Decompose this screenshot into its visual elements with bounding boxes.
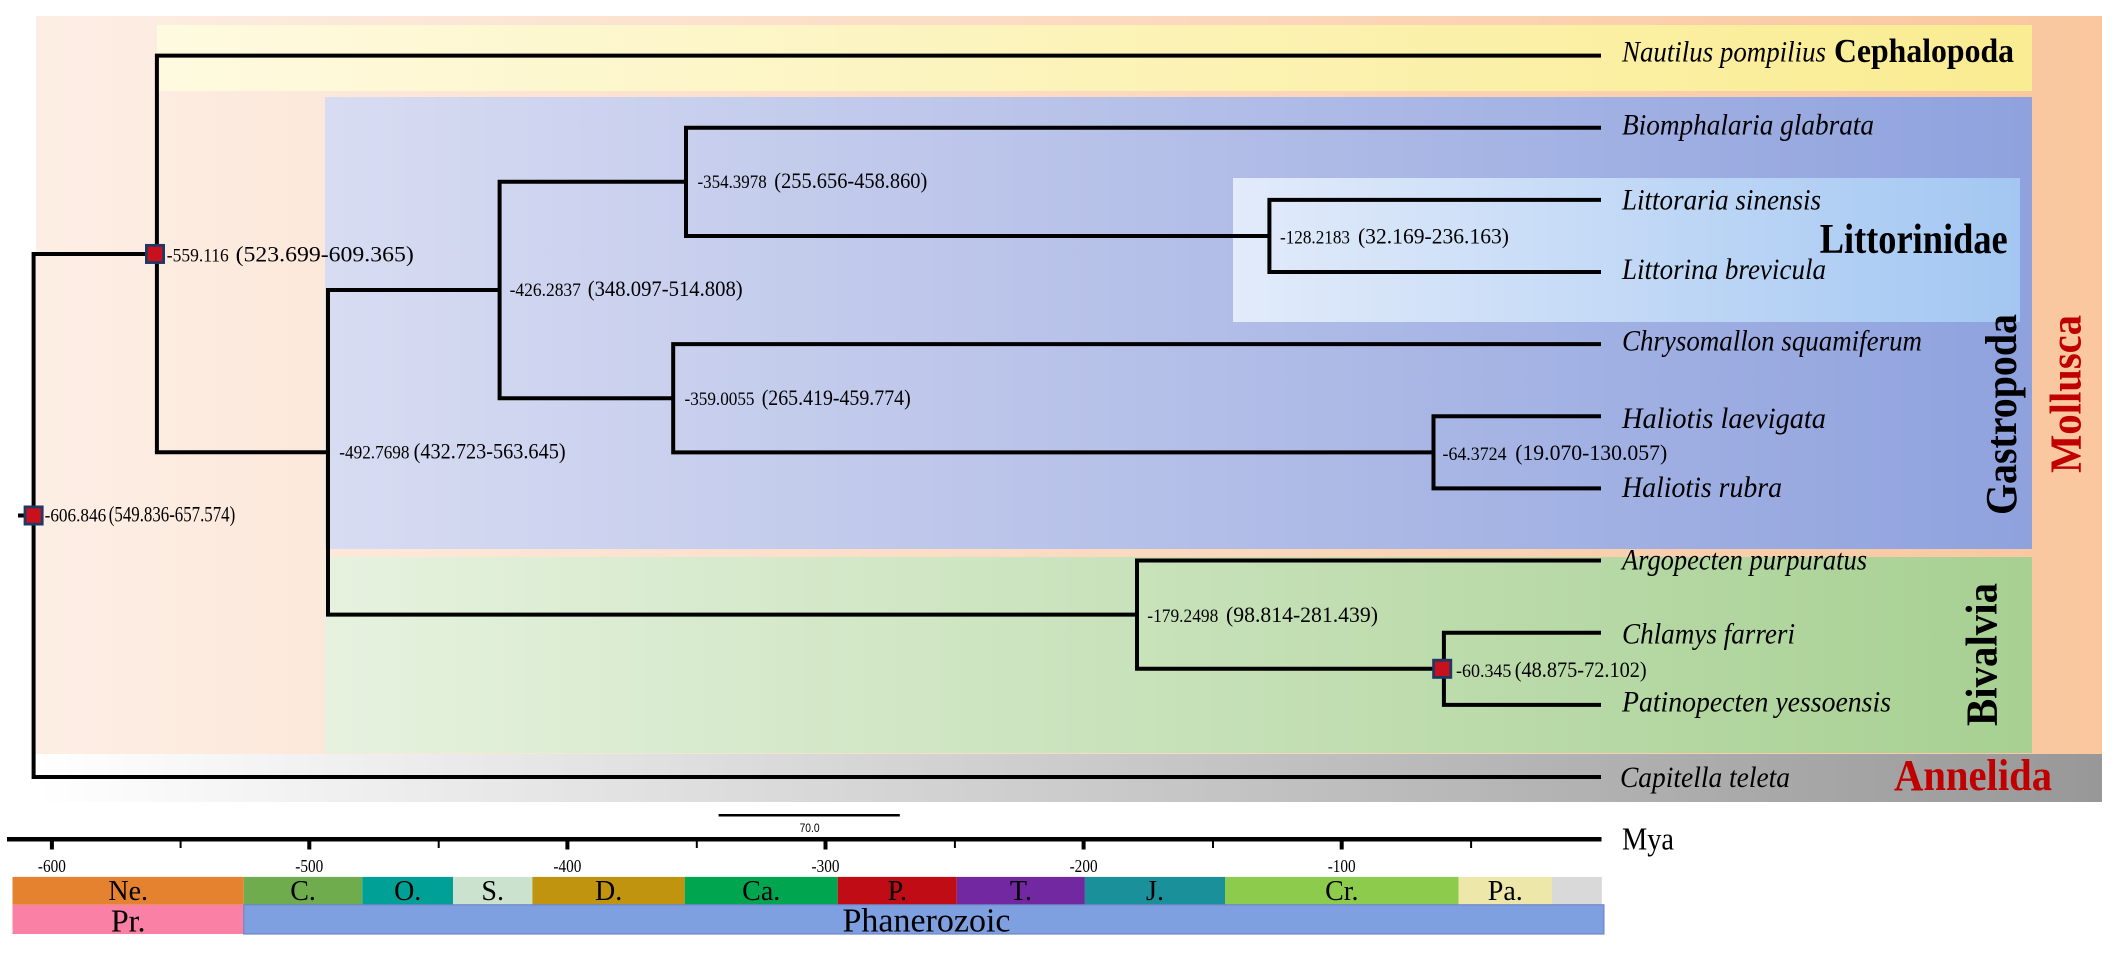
svg-text:-60.345: -60.345 — [1456, 661, 1511, 682]
svg-text:Littorinidae: Littorinidae — [1820, 217, 2008, 263]
svg-text:70.0: 70.0 — [800, 821, 820, 835]
svg-text:-64.3724: -64.3724 — [1443, 444, 1507, 465]
svg-text:S.: S. — [481, 876, 504, 907]
svg-text:-200: -200 — [1070, 856, 1098, 876]
svg-text:(549.836-657.574): (549.836-657.574) — [109, 502, 235, 527]
svg-text:Ne.: Ne. — [108, 876, 148, 907]
svg-text:(98.814-281.439): (98.814-281.439) — [1226, 602, 1378, 627]
svg-text:C.: C. — [290, 876, 316, 907]
svg-text:-128.2183: -128.2183 — [1280, 227, 1350, 248]
svg-text:-606.846: -606.846 — [45, 506, 107, 527]
svg-text:-359.0055: -359.0055 — [685, 389, 755, 410]
svg-text:J.: J. — [1146, 876, 1164, 907]
svg-text:Mollusca: Mollusca — [2042, 315, 2091, 473]
svg-text:-300: -300 — [812, 856, 840, 876]
svg-text:Ca.: Ca. — [742, 876, 780, 907]
svg-text:(19.070-130.057): (19.070-130.057) — [1515, 440, 1667, 465]
svg-text:Chlamys farreri: Chlamys farreri — [1622, 618, 1795, 651]
svg-text:(265.419-459.774): (265.419-459.774) — [762, 385, 911, 410]
svg-text:-559.116: -559.116 — [167, 245, 229, 266]
svg-text:Nautilus pompilius: Nautilus pompilius — [1621, 36, 1826, 69]
svg-text:Chrysomallon squamiferum: Chrysomallon squamiferum — [1622, 325, 1922, 358]
svg-text:(48.875-72.102): (48.875-72.102) — [1515, 657, 1647, 682]
svg-text:Littorina brevicula: Littorina brevicula — [1621, 253, 1826, 286]
svg-text:-179.2498: -179.2498 — [1147, 606, 1218, 627]
svg-text:-500: -500 — [295, 856, 323, 876]
svg-text:-426.2837: -426.2837 — [510, 280, 581, 301]
svg-text:O.: O. — [394, 876, 421, 907]
svg-text:Cr.: Cr. — [1325, 876, 1358, 907]
svg-text:(348.097-514.808): (348.097-514.808) — [588, 276, 743, 301]
svg-text:D.: D. — [595, 876, 622, 907]
svg-text:Annelida: Annelida — [1894, 751, 2052, 800]
svg-text:Argopecten purpuratus: Argopecten purpuratus — [1620, 544, 1867, 577]
svg-text:Cephalopoda: Cephalopoda — [1834, 33, 2014, 70]
svg-text:Patinopecten yessoensis: Patinopecten yessoensis — [1621, 686, 1891, 719]
svg-text:-400: -400 — [553, 856, 581, 876]
svg-text:Mya: Mya — [1622, 821, 1674, 857]
svg-text:Bivalvia: Bivalvia — [1958, 583, 2007, 726]
svg-text:P.: P. — [888, 876, 907, 907]
svg-text:Haliotis laevigata: Haliotis laevigata — [1621, 402, 1826, 435]
svg-text:Phanerozoic: Phanerozoic — [842, 903, 1010, 940]
svg-text:-492.7698: -492.7698 — [339, 443, 409, 464]
svg-text:-354.3978: -354.3978 — [698, 172, 767, 193]
svg-text:Gastropoda: Gastropoda — [1977, 314, 2026, 515]
svg-text:Biomphalaria glabrata: Biomphalaria glabrata — [1622, 109, 1874, 142]
svg-text:Pa.: Pa. — [1488, 876, 1523, 907]
svg-text:Haliotis rubra: Haliotis rubra — [1621, 471, 1782, 504]
svg-text:Capitella teleta: Capitella teleta — [1620, 761, 1790, 794]
svg-text:-100: -100 — [1328, 856, 1356, 876]
svg-text:Littoraria sinensis: Littoraria sinensis — [1621, 184, 1821, 217]
svg-text:(432.723-563.645): (432.723-563.645) — [414, 439, 566, 464]
svg-text:T.: T. — [1010, 876, 1032, 907]
svg-text:(255.656-458.860): (255.656-458.860) — [774, 168, 927, 193]
svg-text:(32.169-236.163): (32.169-236.163) — [1358, 223, 1509, 248]
svg-text:(523.699-609.365): (523.699-609.365) — [236, 241, 414, 266]
svg-text:-600: -600 — [38, 856, 66, 876]
svg-text:Pr.: Pr. — [111, 903, 146, 939]
